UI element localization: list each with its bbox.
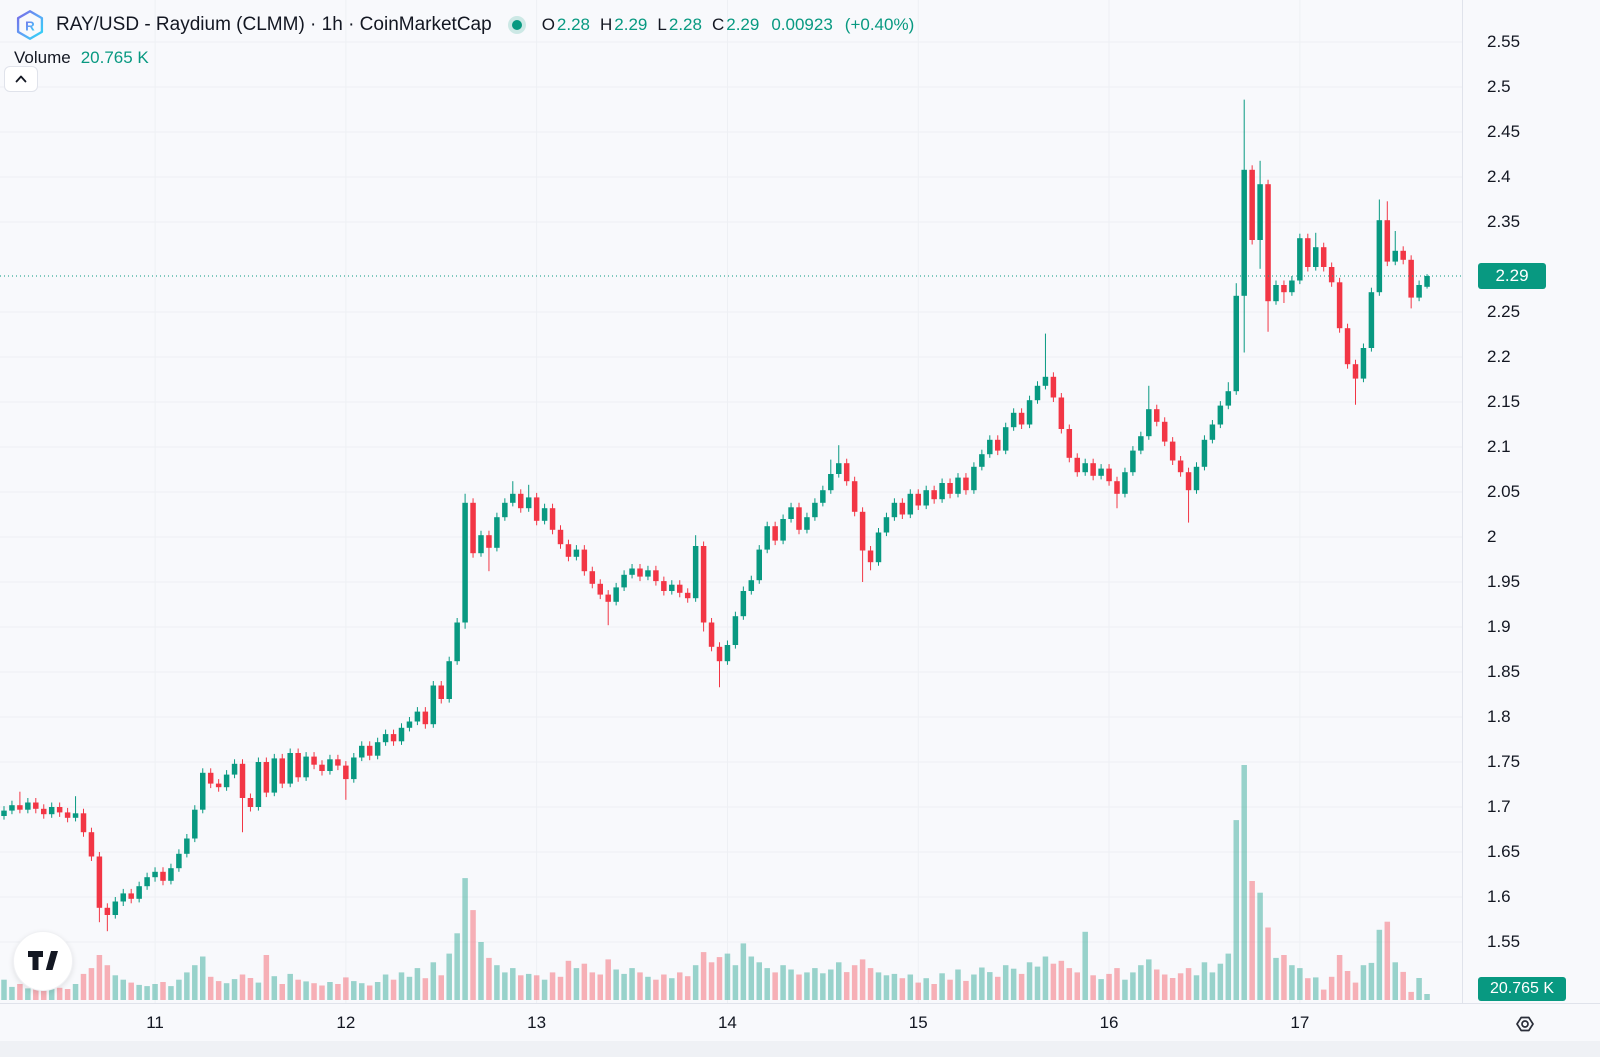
price-tick: 1.8 xyxy=(1487,707,1511,726)
price-tick: 1.95 xyxy=(1487,572,1521,591)
close-label: C xyxy=(711,15,725,34)
high-label: H xyxy=(600,15,613,34)
tradingview-icon xyxy=(28,951,58,970)
time-tick: 13 xyxy=(527,1013,547,1032)
time-tick: 16 xyxy=(1099,1013,1119,1032)
price-tick: 1.6 xyxy=(1487,887,1511,906)
price-tick: 2.45 xyxy=(1487,122,1521,141)
market-status-icon xyxy=(511,20,522,30)
price-tick: 2 xyxy=(1487,527,1497,546)
price-tick: 2.35 xyxy=(1487,212,1521,231)
low-value: 2.28 xyxy=(668,15,702,34)
volume-badge: 20.765 K xyxy=(1478,977,1566,1001)
current-price-badge: 2.29 xyxy=(1478,263,1546,289)
time-axis[interactable]: 11 12 13 14 15 16 17 xyxy=(0,1003,1600,1042)
price-tick: 1.9 xyxy=(1487,617,1511,636)
time-tick: 12 xyxy=(336,1013,356,1032)
price-tick: 2.15 xyxy=(1487,392,1521,411)
chevron-up-icon xyxy=(15,75,27,83)
volume-value: 20.765 K xyxy=(80,48,149,67)
open-value: 2.28 xyxy=(556,15,591,34)
time-tick: 15 xyxy=(908,1013,928,1032)
price-chart-canvas[interactable] xyxy=(0,0,1462,1003)
price-tick: 2.05 xyxy=(1487,482,1521,501)
price-tick: 2.25 xyxy=(1487,302,1521,321)
raydium-logo-icon: R xyxy=(16,10,44,40)
price-tick: 1.65 xyxy=(1487,842,1521,861)
chart-legend: R RAY/USD - Raydium (CLMM) · 1h · CoinMa… xyxy=(14,8,924,68)
price-tick: 2.4 xyxy=(1487,167,1511,186)
symbol-title[interactable]: RAY/USD - Raydium (CLMM) · 1h · CoinMark… xyxy=(56,14,492,35)
low-label: L xyxy=(657,15,667,34)
price-tick: 1.55 xyxy=(1487,932,1521,951)
collapse-legend-button[interactable] xyxy=(4,66,38,92)
volume-label: Volume xyxy=(14,48,71,67)
axis-settings-gear-icon[interactable] xyxy=(1512,1011,1538,1037)
high-value: 2.29 xyxy=(614,15,648,34)
price-tick: 2.2 xyxy=(1487,347,1511,366)
price-tick: 2.55 xyxy=(1487,32,1521,51)
bottom-strip xyxy=(0,1041,1600,1057)
time-tick: 17 xyxy=(1290,1013,1310,1032)
price-tick: 1.7 xyxy=(1487,797,1511,816)
price-tick: 2.5 xyxy=(1487,77,1511,96)
open-label: O xyxy=(541,15,555,34)
change-absolute: 0.00923 xyxy=(771,15,833,34)
change-percent: (+0.40%) xyxy=(844,15,915,34)
time-tick: 14 xyxy=(717,1013,737,1032)
price-tick: 1.75 xyxy=(1487,752,1521,771)
ohlc-values: O 2.28 H 2.29 L 2.28 C 2.29 0.00923 (+0.40%) xyxy=(542,15,925,35)
time-tick: 11 xyxy=(146,1013,164,1032)
tradingview-logo[interactable] xyxy=(13,931,73,991)
close-value: 2.29 xyxy=(726,15,760,34)
price-tick: 2.1 xyxy=(1487,437,1511,456)
svg-text:R: R xyxy=(25,18,35,33)
price-axis[interactable]: 2.55 2.5 2.45 2.4 2.35 2.25 2.2 2.15 2.1 2.05 2 1.9… xyxy=(1462,0,1600,1003)
price-tick: 1.85 xyxy=(1487,662,1521,681)
